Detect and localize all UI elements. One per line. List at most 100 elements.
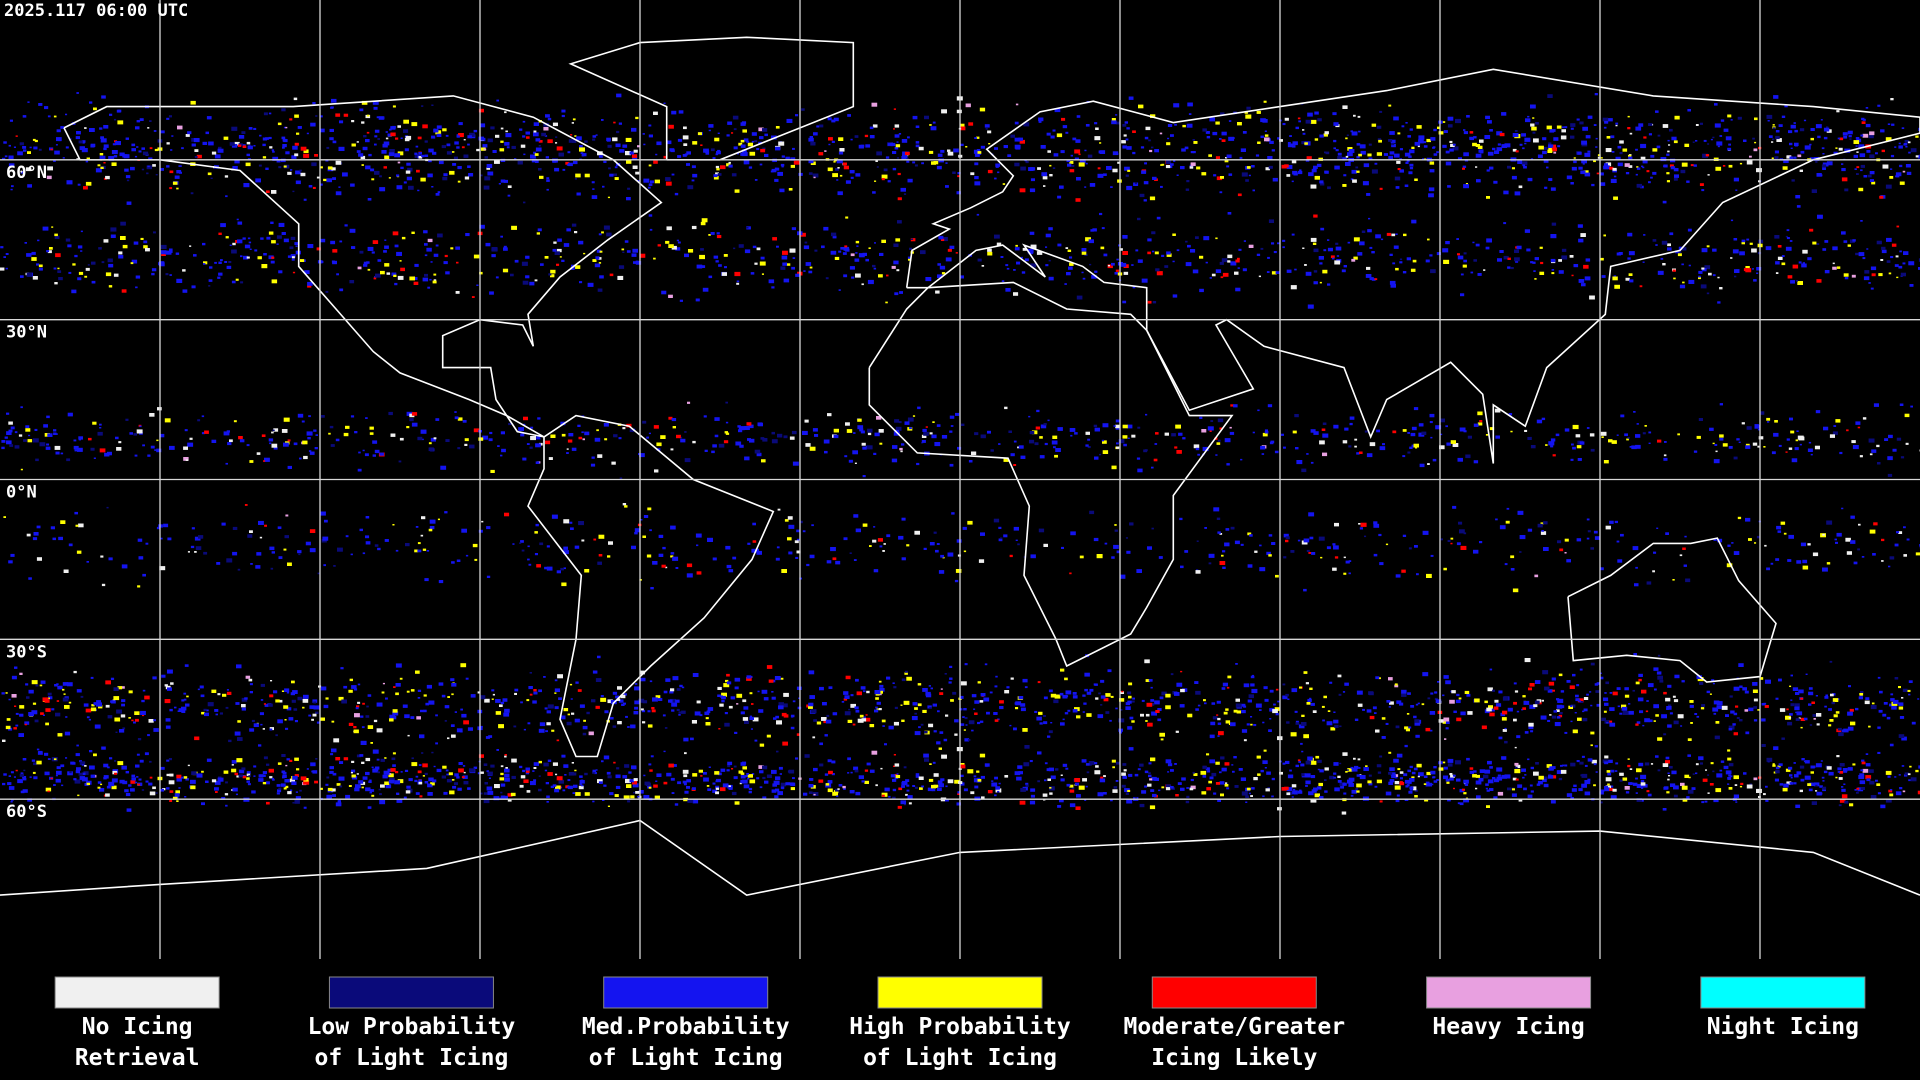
icing-pixel	[790, 714, 795, 718]
icing-pixel	[1116, 446, 1120, 449]
icing-pixel	[1589, 691, 1592, 693]
icing-pixel	[1220, 112, 1225, 116]
icing-pixel	[574, 135, 577, 137]
icing-pixel	[302, 706, 305, 709]
icing-pixel	[728, 705, 733, 709]
icing-pixel	[388, 411, 393, 416]
icing-pixel	[1628, 251, 1635, 256]
icing-pixel	[1009, 554, 1013, 558]
icing-pixel	[407, 167, 413, 172]
icing-pixel	[932, 421, 935, 423]
icing-pixel	[725, 401, 728, 404]
icing-pixel	[1456, 542, 1461, 546]
icing-pixel	[1599, 567, 1604, 571]
icing-pixel	[1045, 233, 1051, 238]
icing-pixel	[1619, 140, 1624, 144]
icing-pixel	[947, 151, 954, 156]
icing-pixel	[885, 301, 888, 304]
icing-pixel	[1227, 212, 1232, 215]
icing-pixel	[1476, 179, 1481, 183]
icing-pixel	[420, 709, 424, 713]
icing-pixel	[506, 146, 510, 149]
icing-pixel	[268, 112, 272, 115]
icing-pixel	[147, 127, 150, 129]
icing-pixel	[1789, 240, 1793, 242]
icing-pixel	[1494, 408, 1501, 413]
icing-pixel	[293, 708, 298, 711]
icing-pixel	[762, 147, 766, 150]
icing-pixel	[122, 244, 128, 249]
icing-pixel	[1013, 727, 1017, 731]
icing-pixel	[357, 701, 361, 704]
icing-pixel	[790, 164, 795, 168]
icing-pixel	[1896, 225, 1900, 228]
icing-pixel	[612, 725, 617, 728]
icing-pixel	[1297, 539, 1301, 542]
icing-pixel	[109, 113, 113, 116]
icing-pixel	[1689, 704, 1694, 708]
icing-pixel	[438, 160, 444, 165]
icing-pixel	[1267, 156, 1273, 160]
icing-pixel	[781, 255, 788, 260]
icing-pixel	[1774, 156, 1779, 160]
icing-pixel	[552, 122, 558, 127]
icing-pixel	[436, 125, 442, 129]
icing-pixel	[141, 699, 145, 703]
icing-pixel	[1881, 538, 1885, 542]
icing-pixel	[1097, 714, 1104, 719]
icing-pixel	[1267, 256, 1270, 259]
icing-pixel	[151, 268, 157, 272]
icing-pixel	[591, 456, 595, 459]
icing-pixel	[500, 140, 504, 143]
icing-pixel	[832, 235, 837, 239]
icing-pixel	[1794, 703, 1800, 707]
icing-pixel	[1102, 440, 1107, 444]
icing-pixel	[567, 151, 571, 154]
icing-pixel	[1824, 240, 1829, 243]
icing-pixel	[771, 679, 776, 683]
icing-pixel	[565, 161, 570, 165]
icing-pixel	[496, 99, 499, 102]
icing-pixel	[1600, 157, 1603, 159]
icing-pixel	[724, 431, 728, 434]
icing-pixel	[405, 543, 410, 547]
icing-pixel	[1271, 542, 1276, 545]
icing-pixel	[253, 723, 259, 727]
icing-pixel	[1300, 722, 1307, 726]
icing-pixel	[1814, 445, 1820, 450]
icing-pixel	[892, 682, 895, 684]
icing-pixel	[700, 144, 703, 146]
icing-pixel	[1792, 264, 1799, 269]
icing-pixel	[228, 739, 232, 743]
icing-pixel	[1235, 703, 1242, 708]
icing-pixel	[1701, 704, 1706, 707]
icing-pixel	[1017, 446, 1020, 449]
icing-pixel	[1267, 404, 1273, 408]
icing-pixel	[1079, 555, 1084, 559]
icing-pixel	[581, 431, 584, 434]
icing-pixel	[824, 150, 827, 152]
icing-pixel	[1895, 255, 1899, 258]
icing-pixel	[656, 141, 662, 146]
icing-pixel	[1886, 716, 1891, 720]
icing-pixel	[1247, 564, 1253, 568]
icing-pixel	[1700, 284, 1707, 289]
icing-pixel	[884, 743, 887, 746]
icing-pixel	[545, 156, 549, 159]
icing-pixel	[682, 154, 687, 157]
icing-pixel	[1007, 154, 1012, 157]
icing-pixel	[1383, 153, 1388, 156]
icing-pixel	[695, 533, 702, 538]
icing-pixel	[520, 540, 524, 543]
icing-pixel	[62, 157, 65, 159]
icing-pixel	[812, 736, 816, 739]
icing-pixel	[1030, 554, 1036, 559]
icing-pixel	[214, 261, 217, 264]
icing-pixel	[1150, 114, 1156, 118]
icing-pixel	[1550, 445, 1554, 448]
icing-pixel	[1525, 118, 1531, 123]
icing-pixel	[374, 449, 380, 454]
icing-pixel	[1707, 174, 1710, 176]
icing-pixel	[561, 114, 565, 118]
icing-pixel	[617, 686, 622, 690]
